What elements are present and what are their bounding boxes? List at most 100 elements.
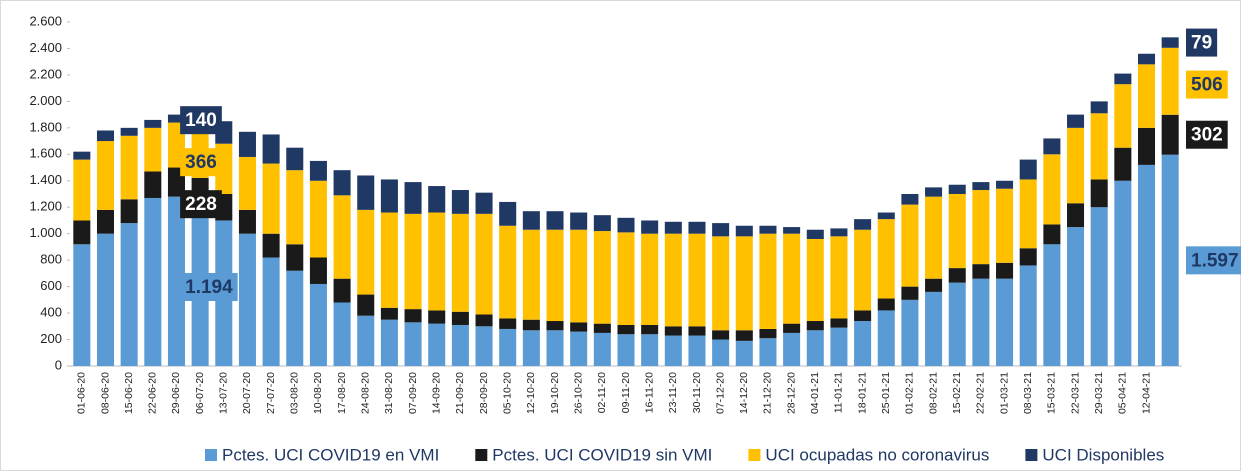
x-tick-label: 18-01-21 — [856, 372, 868, 414]
bar-segment — [120, 223, 138, 366]
bar-segment — [357, 294, 375, 316]
bar-segment — [167, 196, 185, 366]
bar-segment — [688, 335, 706, 366]
bar-segment — [1043, 224, 1061, 245]
bar-segment — [380, 212, 398, 308]
bar-segment — [120, 135, 138, 200]
x-tick-label: 28-12-20 — [785, 372, 797, 414]
bar-segment — [1161, 47, 1179, 115]
bar-segment — [428, 310, 446, 324]
x-tick-label: 07-09-20 — [407, 372, 419, 414]
bar-segment — [309, 180, 327, 258]
bar-segment — [262, 134, 280, 164]
bar-segment — [783, 227, 801, 234]
bar-segment — [759, 338, 777, 366]
y-tick-label: 1.800 — [29, 119, 62, 134]
bar-segment — [854, 321, 872, 366]
x-tick-label: 14-12-20 — [738, 372, 750, 414]
value-label-text: 1.597 — [1191, 250, 1239, 271]
bar-segment — [262, 163, 280, 234]
bar-segment — [1043, 138, 1061, 155]
bar-segment — [309, 160, 327, 181]
bar-segment — [806, 321, 824, 331]
y-tick-label: 2.000 — [29, 93, 62, 108]
bar-segment — [854, 219, 872, 230]
y-tick-label: 600 — [40, 278, 62, 293]
bar-segment — [688, 221, 706, 234]
x-tick-label: 07-12-20 — [714, 372, 726, 414]
bar-segment — [593, 215, 611, 232]
bar-segment — [1137, 53, 1156, 65]
value-label-text: 79 — [1191, 33, 1212, 54]
bar-segment — [948, 184, 966, 194]
value-label: 1.597 — [1186, 246, 1241, 275]
x-tick-label: 03-08-20 — [289, 372, 301, 414]
bar-segment — [309, 283, 327, 366]
bar-segment — [167, 114, 185, 123]
bar-segment — [641, 334, 659, 366]
bar-segment — [996, 278, 1014, 366]
x-tick-label: 26-10-20 — [572, 372, 584, 414]
x-tick-label: 13-07-20 — [218, 372, 230, 414]
bar-segment — [475, 326, 493, 366]
value-label-text: 366 — [185, 152, 217, 173]
legend-label: Pctes. UCI COVID19 sin VMI — [492, 445, 712, 464]
legend-swatch — [205, 449, 217, 461]
bar-segment — [1019, 179, 1037, 249]
x-tick-label: 05-10-20 — [501, 372, 513, 414]
bar-segment — [546, 330, 564, 366]
bar-segment — [617, 324, 635, 335]
bar-segment — [73, 151, 91, 160]
bar-segment — [1043, 244, 1061, 366]
x-tick-label: 06-07-20 — [194, 372, 206, 414]
x-tick-label: 17-08-20 — [336, 372, 348, 414]
x-tick-label: 14-09-20 — [431, 372, 443, 414]
bar-segment — [1114, 84, 1132, 148]
y-tick-label: 1.600 — [29, 146, 62, 161]
bar-segment — [854, 310, 872, 322]
bar-segment — [144, 119, 162, 128]
bar-segment — [357, 175, 375, 210]
bar-segment — [664, 335, 682, 366]
bar-segment — [735, 330, 753, 341]
value-label-text: 302 — [1191, 125, 1223, 146]
bar-segment — [73, 159, 91, 221]
bar-segment — [688, 233, 706, 327]
bar-segment — [1114, 147, 1132, 181]
value-label: 140 — [180, 106, 222, 135]
x-tick-label: 01-02-21 — [904, 372, 916, 414]
bar-segment — [357, 209, 375, 295]
bar-segment — [286, 270, 304, 366]
x-tick-label: 16-11-20 — [643, 372, 655, 413]
bar-segment — [546, 229, 564, 322]
bar-segment — [712, 339, 730, 366]
y-tick-label: 0 — [55, 357, 62, 372]
bar-segment — [404, 322, 422, 366]
bar-segment — [1067, 114, 1085, 128]
bar-segment — [238, 131, 256, 157]
bar-segment — [996, 188, 1014, 263]
value-label: 228 — [180, 190, 222, 219]
bar-segment — [96, 130, 115, 142]
bar-segment — [380, 179, 398, 213]
x-tick-label: 11-01-21 — [833, 372, 845, 413]
bar-segment — [593, 323, 611, 333]
bar-segment — [877, 219, 895, 299]
x-tick-label: 22-06-20 — [147, 372, 159, 414]
bar-segment — [120, 199, 138, 224]
x-tick-label: 08-03-21 — [1022, 372, 1034, 414]
bar-segment — [1114, 73, 1132, 85]
bar-segment — [664, 233, 682, 327]
x-tick-label: 10-08-20 — [312, 372, 324, 414]
x-tick-label: 01-03-21 — [998, 372, 1010, 414]
bar-segment — [1019, 159, 1037, 180]
bar-segment — [286, 170, 304, 245]
legend-swatch — [1025, 449, 1038, 461]
bar-segment — [1090, 101, 1108, 114]
bar-segment — [96, 209, 115, 234]
bar-segment — [1137, 64, 1156, 128]
bar-segment — [901, 286, 919, 300]
bar-segment — [333, 302, 351, 366]
bar-segment — [948, 268, 966, 283]
